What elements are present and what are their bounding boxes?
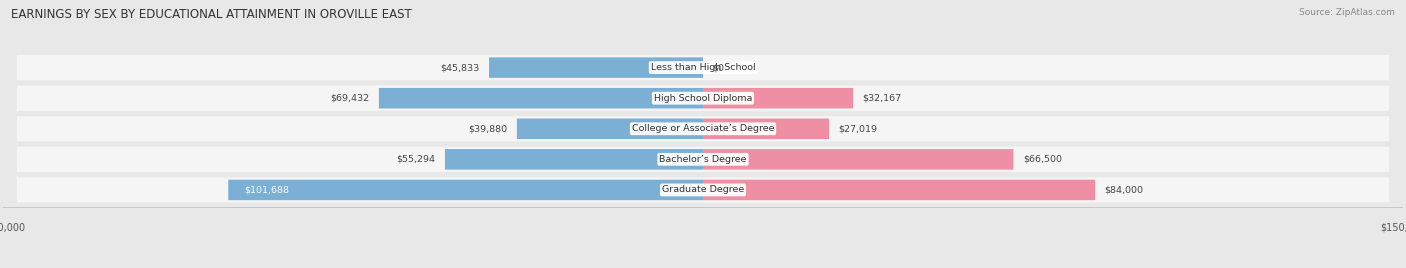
Text: $45,833: $45,833 [440,63,479,72]
Text: $39,880: $39,880 [468,124,508,133]
FancyBboxPatch shape [517,118,703,139]
FancyBboxPatch shape [703,149,1014,170]
Text: $0: $0 [713,63,724,72]
Text: $66,500: $66,500 [1022,155,1062,164]
Text: $101,688: $101,688 [245,185,290,194]
FancyBboxPatch shape [444,149,703,170]
Text: $84,000: $84,000 [1105,185,1143,194]
Text: Less than High School: Less than High School [651,63,755,72]
FancyBboxPatch shape [703,180,1095,200]
FancyBboxPatch shape [489,57,703,78]
Text: Source: ZipAtlas.com: Source: ZipAtlas.com [1299,8,1395,17]
FancyBboxPatch shape [378,88,703,109]
Text: EARNINGS BY SEX BY EDUCATIONAL ATTAINMENT IN OROVILLE EAST: EARNINGS BY SEX BY EDUCATIONAL ATTAINMEN… [11,8,412,21]
FancyBboxPatch shape [228,180,703,200]
FancyBboxPatch shape [17,177,1389,203]
Text: $27,019: $27,019 [838,124,877,133]
Text: $69,432: $69,432 [330,94,370,103]
FancyBboxPatch shape [17,116,1389,142]
Text: $55,294: $55,294 [396,155,436,164]
Text: Graduate Degree: Graduate Degree [662,185,744,194]
FancyBboxPatch shape [17,147,1389,172]
Text: Bachelor’s Degree: Bachelor’s Degree [659,155,747,164]
FancyBboxPatch shape [703,88,853,109]
FancyBboxPatch shape [703,118,830,139]
FancyBboxPatch shape [17,55,1389,80]
Text: College or Associate’s Degree: College or Associate’s Degree [631,124,775,133]
Text: $32,167: $32,167 [862,94,901,103]
FancyBboxPatch shape [17,85,1389,111]
Text: High School Diploma: High School Diploma [654,94,752,103]
